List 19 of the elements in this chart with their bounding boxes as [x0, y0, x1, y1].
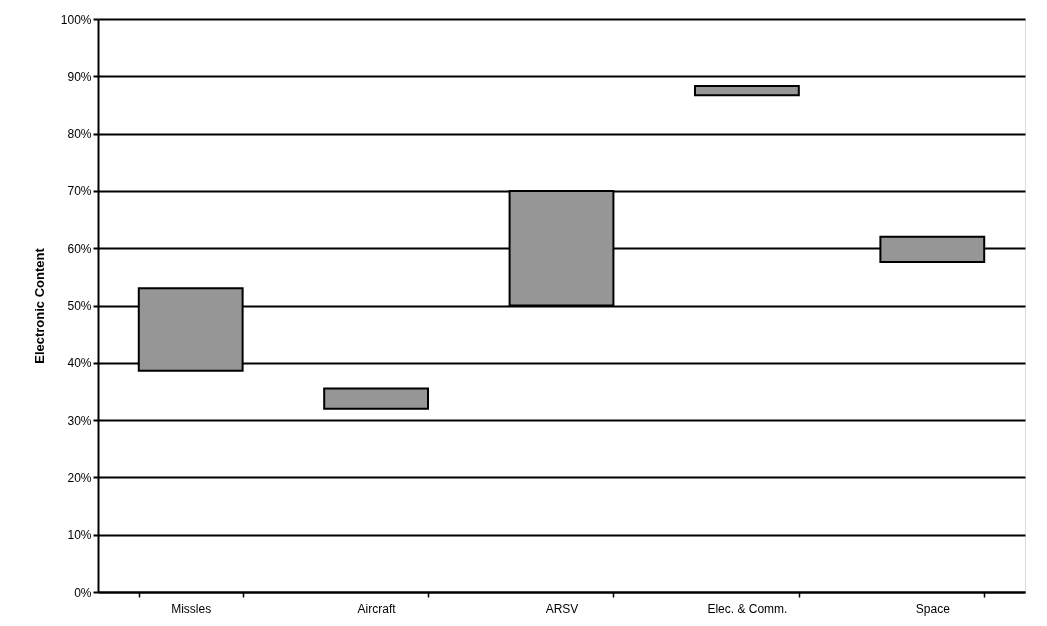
- y-tick-label: 30%: [67, 413, 92, 428]
- x-tick-label: Aircraft: [357, 601, 397, 616]
- y-axis-title: Electronic Content: [31, 247, 47, 364]
- y-tick-label: 90%: [67, 69, 92, 84]
- x-tick-label: ARSV: [545, 601, 579, 616]
- bar: [693, 85, 800, 97]
- y-tick-label: 100%: [60, 12, 92, 27]
- x-tick-label: Space: [915, 601, 951, 616]
- bar: [323, 387, 430, 410]
- y-tick-label: 70%: [67, 184, 92, 199]
- y-tick-label: 60%: [67, 241, 92, 256]
- y-tick-label: 20%: [67, 470, 92, 485]
- y-tick-label: 10%: [67, 528, 92, 543]
- x-tick-label: Missles: [171, 601, 212, 616]
- y-tick-label: 0%: [74, 585, 92, 600]
- y-tick-label: 50%: [67, 299, 92, 313]
- x-tick-label: Elec. & Comm.: [707, 601, 788, 616]
- y-tick-label: 80%: [67, 127, 92, 142]
- y-tick-label: 40%: [67, 356, 92, 371]
